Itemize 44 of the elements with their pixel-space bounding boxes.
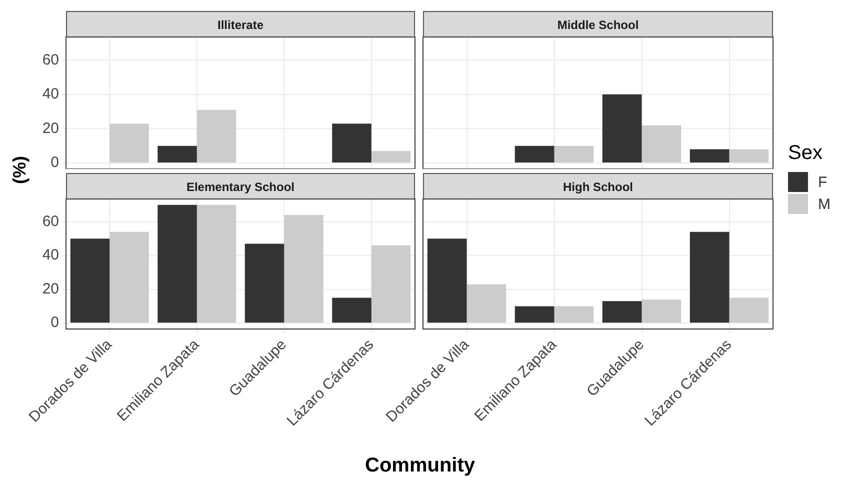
legend-title: Sex [788,142,824,165]
bar [110,232,149,323]
bar [284,215,324,323]
bar [332,124,372,162]
y-tick-label: 0 [50,314,59,332]
bar [690,149,730,162]
bar [602,301,642,323]
bar [690,232,730,323]
bar [332,298,372,323]
bar [514,146,554,162]
legend-label: F [818,174,828,190]
bar [514,306,554,323]
bar [729,298,769,323]
y-tick-label: 20 [42,280,59,298]
bar [110,124,149,162]
bar [729,149,769,162]
bar [196,204,236,323]
y-tick-label: 40 [42,86,59,103]
chart-title: High School [423,173,773,199]
bar [196,110,236,162]
chart-title: Elementary School [66,173,415,199]
bar [158,204,197,323]
bar [554,306,594,323]
bar [158,146,197,162]
y-axis-title: (%) [10,156,30,184]
x-axis-title: Community [365,454,475,478]
chart-title: Illiterate [66,11,415,37]
bar [244,244,284,323]
bar [602,94,642,162]
bar [642,299,682,323]
bar [427,238,467,323]
bar [70,238,110,323]
y-tick-label: 0 [50,154,59,172]
bar [466,284,506,323]
bar [371,151,411,162]
y-tick-label: 60 [42,212,59,230]
y-tick-label: 20 [42,120,59,137]
y-tick-label: 60 [42,51,59,68]
bar [642,125,682,162]
legend-label: M [818,196,830,212]
y-tick-label: 40 [42,246,59,264]
bar [371,245,411,323]
chart-title: Middle School [423,11,773,37]
bar [554,146,594,162]
